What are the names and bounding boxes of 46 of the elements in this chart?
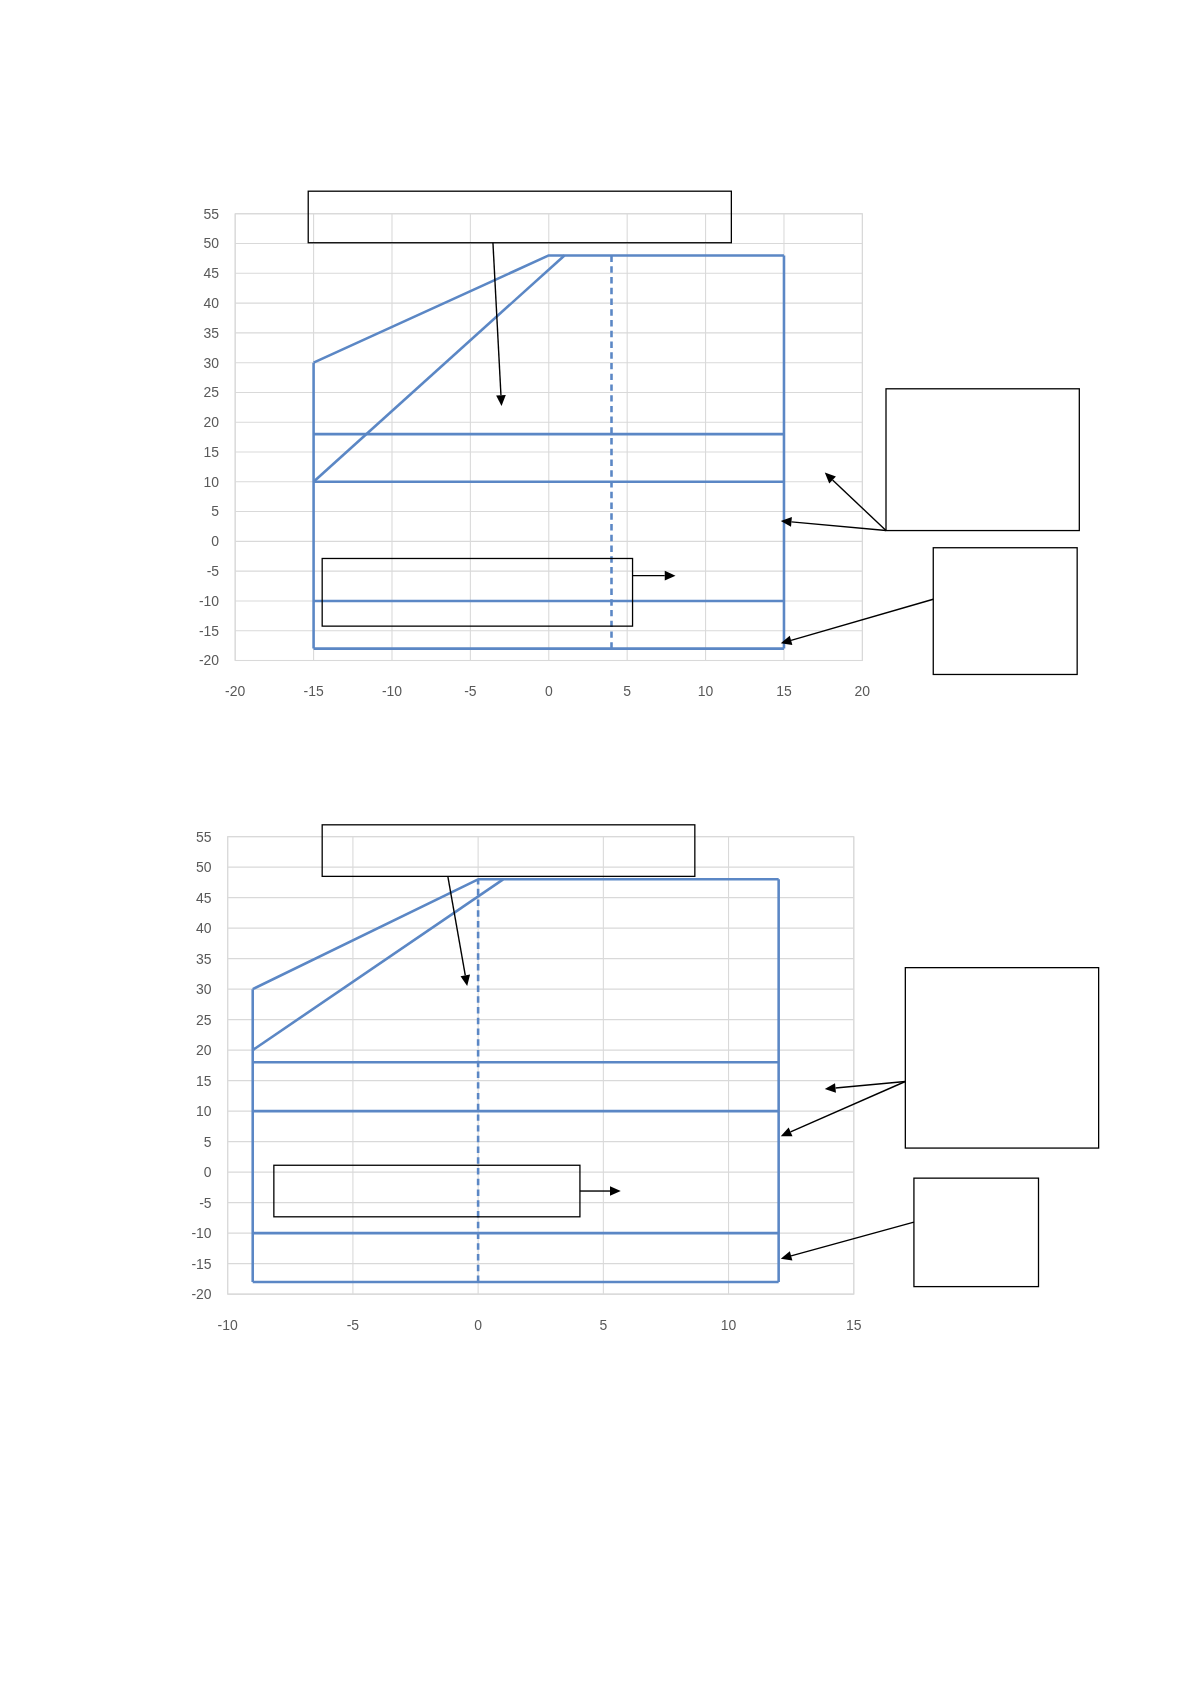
y-tick-label: -10 [198,592,220,609]
y-tick-label: 15 [203,443,220,460]
y-tick-label: 15 [196,1072,212,1089]
y-tick-label: -10 [191,1225,212,1242]
x-tick-label: 15 [846,1316,862,1333]
y-tick-label: 0 [211,533,220,550]
y-tick-label: -20 [198,652,220,669]
y-tick-label: -5 [199,1194,212,1211]
y-tick-label: 30 [203,354,220,371]
y-tick-label: 45 [196,889,212,906]
y-tick-label: 30 [196,981,212,998]
y-tick-label: 20 [196,1042,212,1059]
x-tick-label: 10 [720,1316,737,1333]
y-tick-label: 5 [203,1133,212,1150]
x-tick-label: 0 [544,682,553,699]
x-tick-label: -5 [464,682,477,699]
y-tick-label: 35 [203,324,220,341]
y-tick-label: -15 [191,1255,212,1272]
x-tick-label: -15 [303,682,324,699]
y-tick-label: -20 [191,1286,212,1303]
y-tick-label: 5 [211,503,220,520]
x-tick-label: -5 [346,1316,360,1333]
y-tick-label: 50 [203,235,220,252]
x-tick-label: 0 [474,1316,483,1333]
y-tick-label: 40 [203,294,220,311]
x-tick-label: 5 [623,682,632,699]
y-tick-label: 0 [203,1164,212,1181]
y-tick-label: 35 [196,950,212,967]
y-tick-label: 10 [196,1103,212,1120]
y-tick-label: 55 [203,205,220,222]
y-tick-label: 50 [196,859,212,876]
x-tick-label: 5 [599,1316,608,1333]
y-tick-label: 55 [196,828,212,845]
x-tick-label: 15 [776,682,792,699]
y-tick-label: 25 [196,1011,212,1028]
y-tick-label: 20 [203,414,220,431]
y-tick-label: 10 [203,473,220,490]
y-tick-label: 25 [203,384,220,401]
x-tick-label: 20 [854,682,871,699]
x-tick-label: -20 [225,682,246,699]
y-tick-label: -15 [198,622,220,639]
y-tick-label: -5 [206,563,220,580]
y-tick-label: 40 [196,920,212,937]
y-tick-label: 45 [203,265,220,282]
x-tick-label: -10 [381,682,403,699]
x-tick-label: 10 [697,682,714,699]
